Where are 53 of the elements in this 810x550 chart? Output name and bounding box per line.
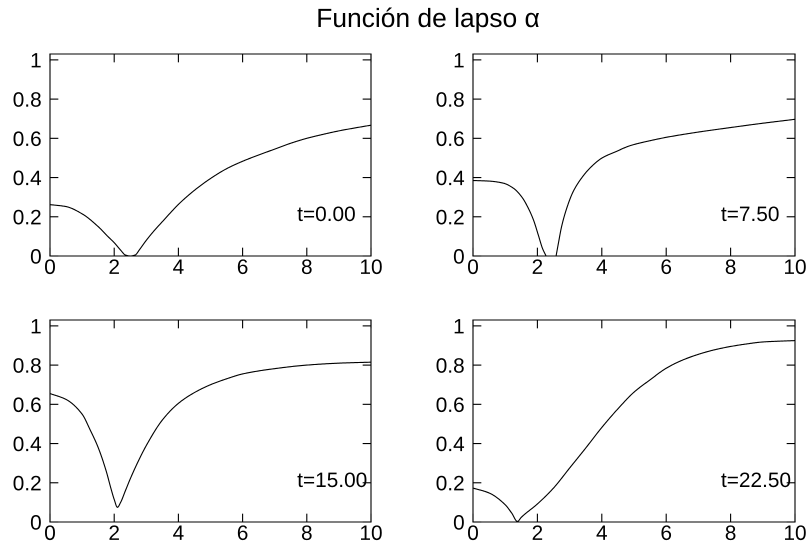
x-tick-label: 2 [532,525,542,540]
x-tick-label: 4 [173,526,184,540]
annotation: t=0.00 [297,206,355,222]
x-tick-label: 8 [726,525,736,540]
y-tick-label: 0.8 [14,358,41,373]
y-tick-label: 0.2 [14,476,41,491]
y-tick-label: 1 [32,319,41,334]
x-tick-label: 0 [45,259,55,274]
y-tick-label: 0.4 [436,436,464,452]
y-tick-label: 0.6 [436,397,464,412]
x-tick-label: 10 [361,525,382,540]
annotation: t=7.50 [721,206,779,222]
y-tick-label: 0.2 [436,476,464,491]
x-tick-label: 10 [361,259,382,274]
x-tick-label: 6 [238,525,248,540]
y-tick-label: 0 [454,249,464,264]
annotation: t=15.00 [297,472,366,488]
y-tick-label: 0.8 [436,92,464,107]
x-tick-label: 6 [661,525,672,540]
x-tick-label: 4 [596,260,607,274]
x-tick-label: 0 [468,259,478,274]
x-tick-label: 4 [596,526,607,540]
y-tick-label: 0.4 [14,436,42,452]
y-tick-label: 0.4 [436,170,464,186]
y-tick-label: 0.6 [436,131,464,146]
y-tick-label: 0 [454,515,464,530]
x-tick-label: 8 [302,259,312,274]
y-tick-label: 0.4 [14,170,42,186]
annotation: t=22.50 [721,472,790,488]
x-tick-label: 10 [785,259,806,274]
x-tick-label: 6 [238,259,248,274]
y-tick-label: 0.2 [14,210,41,225]
x-tick-label: 8 [726,259,736,274]
x-tick-label: 8 [302,525,312,540]
y-tick-label: 0.8 [436,358,464,373]
text: Función de lapso α [318,8,540,32]
y-tick-label: 0 [30,249,41,264]
x-tick-label: 0 [468,525,478,540]
x-tick-label: 4 [173,260,184,274]
y-tick-label: 0.2 [436,210,464,225]
x-tick-label: 2 [109,259,119,274]
y-tick-label: 0.6 [14,397,41,412]
y-tick-label: 1 [32,53,41,68]
y-tick-label: 0 [30,515,41,530]
x-tick-label: 2 [532,259,542,274]
x-tick-label: 2 [109,525,119,540]
y-tick-label: 1 [454,319,464,334]
x-tick-label: 6 [661,259,672,274]
x-tick-label: 0 [45,525,55,540]
y-tick-label: 0.8 [14,92,41,107]
x-tick-label: 10 [785,525,806,540]
y-tick-label: 0.6 [14,131,41,146]
y-tick-label: 1 [454,53,464,68]
